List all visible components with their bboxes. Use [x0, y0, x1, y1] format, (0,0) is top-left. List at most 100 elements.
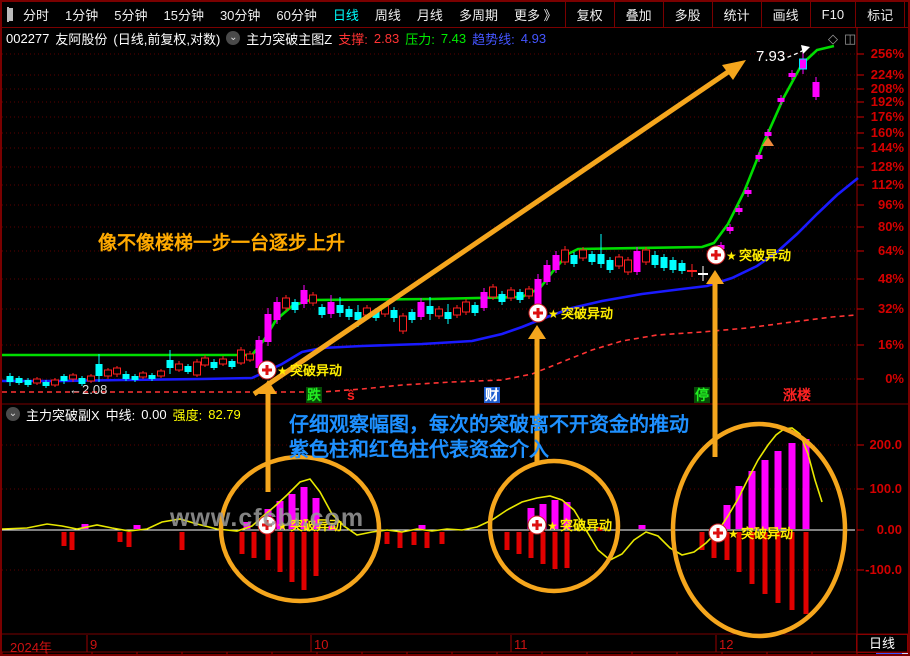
- axis-month-label: 12: [719, 637, 734, 652]
- candlestick: [399, 315, 407, 332]
- candlestick: [237, 349, 245, 364]
- strength-value: 82.79: [208, 406, 241, 422]
- scrollbar-handle[interactable]: [876, 653, 908, 654]
- candlestick: [579, 249, 587, 259]
- candlestick: [300, 290, 308, 304]
- period-tab-1分钟[interactable]: 1分钟: [65, 8, 99, 23]
- action--自选[interactable]: -自选: [904, 2, 908, 27]
- candlestick: [354, 312, 362, 320]
- sub-indicator-header: ⌄ 主力突破副X 中线: 0.00 强度: 82.79: [6, 406, 247, 423]
- y-axis-label-main: 192%: [870, 94, 904, 109]
- breakout-label: 突破异动: [560, 518, 612, 533]
- layout-toggle-icon[interactable]: [7, 7, 13, 22]
- candlestick: [624, 259, 632, 273]
- y-axis-label-main: 112%: [871, 177, 904, 192]
- period-tab-30分钟[interactable]: 30分钟: [219, 8, 261, 23]
- period-tab-多周期[interactable]: 多周期: [458, 8, 498, 23]
- split-window-icon[interactable]: ◫: [844, 31, 863, 46]
- up-arrow-shaft: [265, 392, 271, 492]
- period-box[interactable]: 日线: [856, 634, 908, 653]
- money-flow-bar: [552, 532, 558, 569]
- period-tab-更多 》[interactable]: 更多 》: [513, 8, 557, 23]
- period-tab-分时[interactable]: 分时: [23, 8, 50, 23]
- action-叠加[interactable]: 叠加: [613, 2, 663, 27]
- price-pointer-arrowhead: [801, 45, 810, 54]
- event-badge-ŝ: ŝ: [347, 387, 355, 403]
- candlestick: [193, 361, 201, 376]
- candlestick: [812, 82, 820, 97]
- money-flow-bar: [540, 532, 546, 564]
- sub-collapse-icon[interactable]: ⌄: [6, 407, 20, 421]
- money-flow-bar: [117, 532, 123, 542]
- period-tab-60分钟[interactable]: 60分钟: [276, 8, 317, 23]
- y-axis-label-main: 16%: [877, 337, 904, 352]
- candlestick: [327, 302, 335, 314]
- money-flow-bar: [749, 532, 755, 584]
- main-indicator-name[interactable]: 主力突破主图Z: [246, 31, 333, 47]
- candlestick: [408, 312, 416, 320]
- money-flow-bar: [439, 532, 445, 544]
- action-复权[interactable]: 复权: [564, 2, 614, 27]
- money-flow-bar: [551, 500, 559, 529]
- candlestick: [228, 361, 236, 367]
- price-low-label: ←2.08: [69, 382, 108, 397]
- money-flow-bar: [418, 525, 426, 529]
- price-high-label: 7.93: [756, 48, 786, 65]
- money-flow-bar: [539, 504, 547, 529]
- period-tab-周线[interactable]: 周线: [374, 8, 401, 23]
- support-dashed-line: [2, 314, 857, 393]
- candlestick: [651, 255, 659, 265]
- period-tab-5分钟[interactable]: 5分钟: [114, 8, 148, 23]
- breakout-star-icon: ★: [726, 249, 737, 263]
- candlestick: [345, 309, 353, 317]
- period-tab-15分钟[interactable]: 15分钟: [163, 8, 204, 23]
- breakout-star-icon: ★: [547, 519, 558, 533]
- annotation-ellipse: [670, 421, 848, 639]
- candlestick: [24, 380, 32, 385]
- axis-month-label: 10: [314, 637, 329, 652]
- money-flow-bar: [735, 486, 743, 529]
- event-badge-财: 财: [484, 387, 500, 403]
- stock-info-bar: 002277 友阿股份 (日线,前复权,对数) ⌄ 主力突破主图Z 支撑: 2.…: [6, 30, 552, 47]
- candlestick: [113, 367, 121, 375]
- y-axis-label-main: 0%: [885, 371, 904, 386]
- money-flow-bar: [736, 532, 742, 572]
- trendline-value: 4.93: [520, 30, 547, 46]
- action-画线[interactable]: 画线: [760, 2, 810, 27]
- indicator-collapse-icon[interactable]: ⌄: [226, 31, 241, 45]
- candlestick: [426, 306, 434, 314]
- diamond-icon[interactable]: ◇: [828, 31, 844, 46]
- period-tab-日线[interactable]: 日线: [332, 8, 359, 23]
- action-F10[interactable]: F10: [809, 2, 855, 27]
- candlestick: [390, 310, 398, 318]
- money-flow-bar: [789, 532, 795, 610]
- diagonal-arrow-head: [722, 60, 746, 80]
- money-flow-bar: [563, 502, 571, 529]
- sub-indicator-name[interactable]: 主力突破副X: [26, 407, 100, 423]
- candlestick: [104, 369, 112, 377]
- candlestick: [15, 378, 23, 383]
- candlestick: [69, 374, 77, 380]
- top-toolbar: 分时 1分钟 5分钟 15分钟 30分钟 60分钟 日线 周线 月线 多周期 更多 》 复权 叠加 多股…: [2, 2, 908, 28]
- candlestick: [175, 363, 183, 371]
- candlestick: [597, 254, 605, 264]
- money-flow-bar: [126, 532, 132, 547]
- candlestick: [210, 362, 218, 368]
- money-flow-bar: [61, 532, 67, 546]
- money-flow-bar: [179, 532, 185, 550]
- period-tab-月线[interactable]: 月线: [416, 8, 443, 23]
- money-flow-bar: [81, 524, 89, 529]
- action-标记[interactable]: 标记: [855, 2, 904, 27]
- candlestick: [735, 208, 743, 212]
- money-flow-bar: [277, 532, 283, 572]
- midline-label: 中线:: [105, 407, 136, 423]
- candlestick: [87, 375, 95, 382]
- candlestick: [471, 305, 479, 313]
- action-统计[interactable]: 统计: [711, 2, 761, 27]
- y-axis-label-main: 32%: [877, 301, 904, 316]
- support-value: 2.83: [373, 30, 400, 46]
- action-多股[interactable]: 多股: [662, 2, 712, 27]
- money-flow-bar: [597, 527, 603, 531]
- event-badge-跌: 跌: [306, 387, 322, 403]
